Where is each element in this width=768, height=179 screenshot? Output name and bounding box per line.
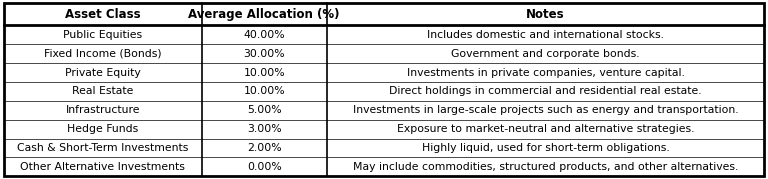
Text: Direct holdings in commercial and residential real estate.: Direct holdings in commercial and reside… xyxy=(389,86,702,96)
Text: Private Equity: Private Equity xyxy=(65,67,141,78)
Text: Government and corporate bonds.: Government and corporate bonds. xyxy=(452,49,640,59)
Text: Cash & Short-Term Investments: Cash & Short-Term Investments xyxy=(17,143,188,153)
Text: Hedge Funds: Hedge Funds xyxy=(67,124,138,134)
Text: 2.00%: 2.00% xyxy=(247,143,282,153)
Text: Notes: Notes xyxy=(526,8,565,21)
Text: Investments in large-scale projects such as energy and transportation.: Investments in large-scale projects such… xyxy=(353,105,738,115)
Text: 0.00%: 0.00% xyxy=(247,162,282,172)
Text: Real Estate: Real Estate xyxy=(72,86,134,96)
Text: Public Equities: Public Equities xyxy=(63,30,142,40)
Text: May include commodities, structured products, and other alternatives.: May include commodities, structured prod… xyxy=(353,162,738,172)
Text: Investments in private companies, venture capital.: Investments in private companies, ventur… xyxy=(406,67,684,78)
Text: 5.00%: 5.00% xyxy=(247,105,282,115)
Text: 3.00%: 3.00% xyxy=(247,124,282,134)
Text: Average Allocation (%): Average Allocation (%) xyxy=(188,8,340,21)
Text: Asset Class: Asset Class xyxy=(65,8,141,21)
Text: 30.00%: 30.00% xyxy=(243,49,285,59)
Text: 10.00%: 10.00% xyxy=(243,67,285,78)
Text: Exposure to market-neutral and alternative strategies.: Exposure to market-neutral and alternati… xyxy=(397,124,694,134)
Text: 40.00%: 40.00% xyxy=(243,30,285,40)
Text: Infrastructure: Infrastructure xyxy=(65,105,140,115)
Text: Includes domestic and international stocks.: Includes domestic and international stoc… xyxy=(427,30,664,40)
Text: Highly liquid, used for short-term obligations.: Highly liquid, used for short-term oblig… xyxy=(422,143,670,153)
Text: Fixed Income (Bonds): Fixed Income (Bonds) xyxy=(44,49,161,59)
Text: Other Alternative Investments: Other Alternative Investments xyxy=(20,162,185,172)
Text: 10.00%: 10.00% xyxy=(243,86,285,96)
